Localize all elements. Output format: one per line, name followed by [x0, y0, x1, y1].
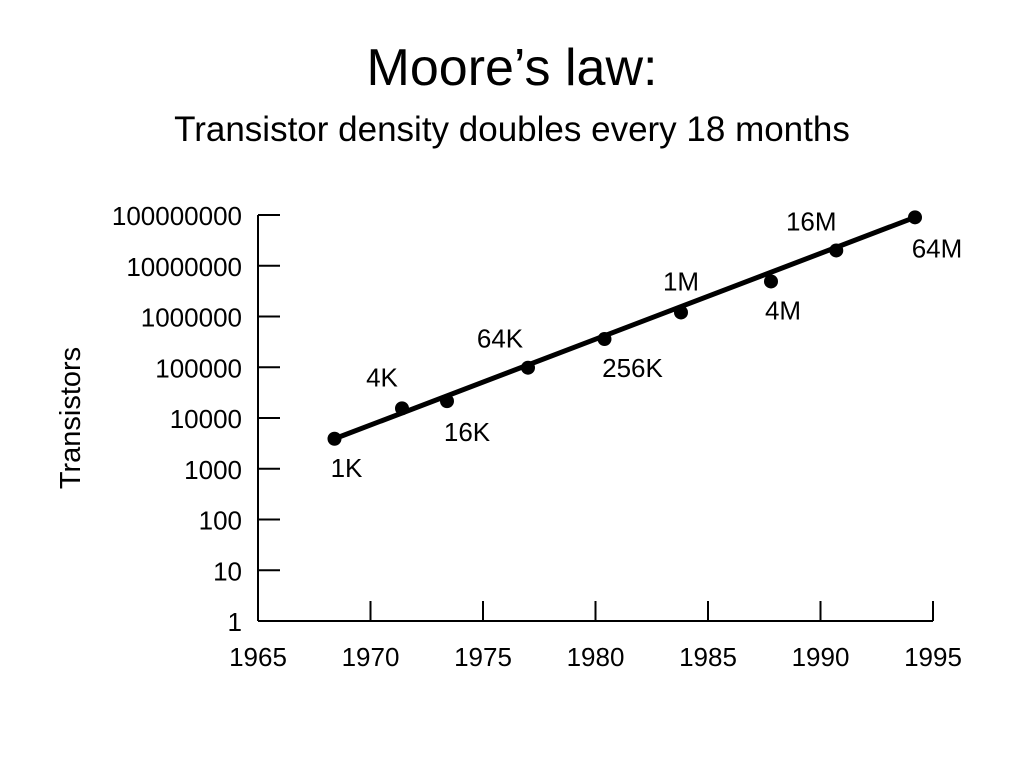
- point-label: 4K: [366, 362, 398, 392]
- trend-line: [332, 214, 918, 442]
- point-label: 256K: [602, 353, 663, 383]
- x-tick-label: 1995: [904, 642, 962, 672]
- y-tick-label: 100: [199, 506, 242, 536]
- point-label: 4M: [765, 295, 801, 325]
- point-label: 64M: [912, 233, 963, 263]
- chart-title: Moore’s law:: [366, 39, 658, 97]
- data-point: [395, 401, 409, 416]
- point-label: 64K: [477, 324, 524, 354]
- y-tick-label: 100000: [155, 353, 242, 383]
- y-tick-label: 10000000: [126, 252, 242, 282]
- data-point: [674, 305, 688, 320]
- y-tick-label: 100000000: [112, 201, 242, 231]
- data-point: [521, 360, 535, 375]
- x-tick-label: 1990: [792, 642, 850, 672]
- data-point: [597, 332, 612, 347]
- point-label: 1M: [663, 266, 699, 296]
- data-point: [327, 431, 342, 446]
- data-point: [764, 274, 778, 289]
- trend-line-group: [332, 214, 918, 442]
- data-point: [440, 394, 454, 409]
- chart-axes: 1 10 100 1000 10000 100000 1000000 10000000 1000…: [112, 201, 962, 672]
- data-point: [908, 210, 922, 225]
- point-labels: 1K 4K 16K 64K 256K 1M 4M 16M 64M: [331, 206, 963, 482]
- x-tick-label: 1965: [229, 642, 287, 672]
- y-tick-label: 10000: [170, 404, 242, 434]
- y-tick-label: 1000000: [141, 303, 242, 333]
- point-label: 16K: [444, 417, 491, 447]
- y-tick-label: 10: [213, 556, 242, 586]
- x-tick-label: 1970: [342, 642, 400, 672]
- data-point: [829, 243, 844, 258]
- x-tick-label: 1980: [567, 642, 625, 672]
- data-points: [327, 210, 922, 446]
- y-axis-label: Transistors: [55, 347, 87, 489]
- point-label: 1K: [331, 453, 363, 483]
- y-tick-label: 1: [228, 607, 242, 637]
- point-label: 16M: [786, 206, 837, 236]
- chart-subtitle: Transistor density doubles every 18 mont…: [174, 110, 850, 149]
- y-tick-label: 1000: [184, 455, 242, 485]
- x-tick-label: 1985: [679, 642, 737, 672]
- x-tick-label: 1975: [454, 642, 512, 672]
